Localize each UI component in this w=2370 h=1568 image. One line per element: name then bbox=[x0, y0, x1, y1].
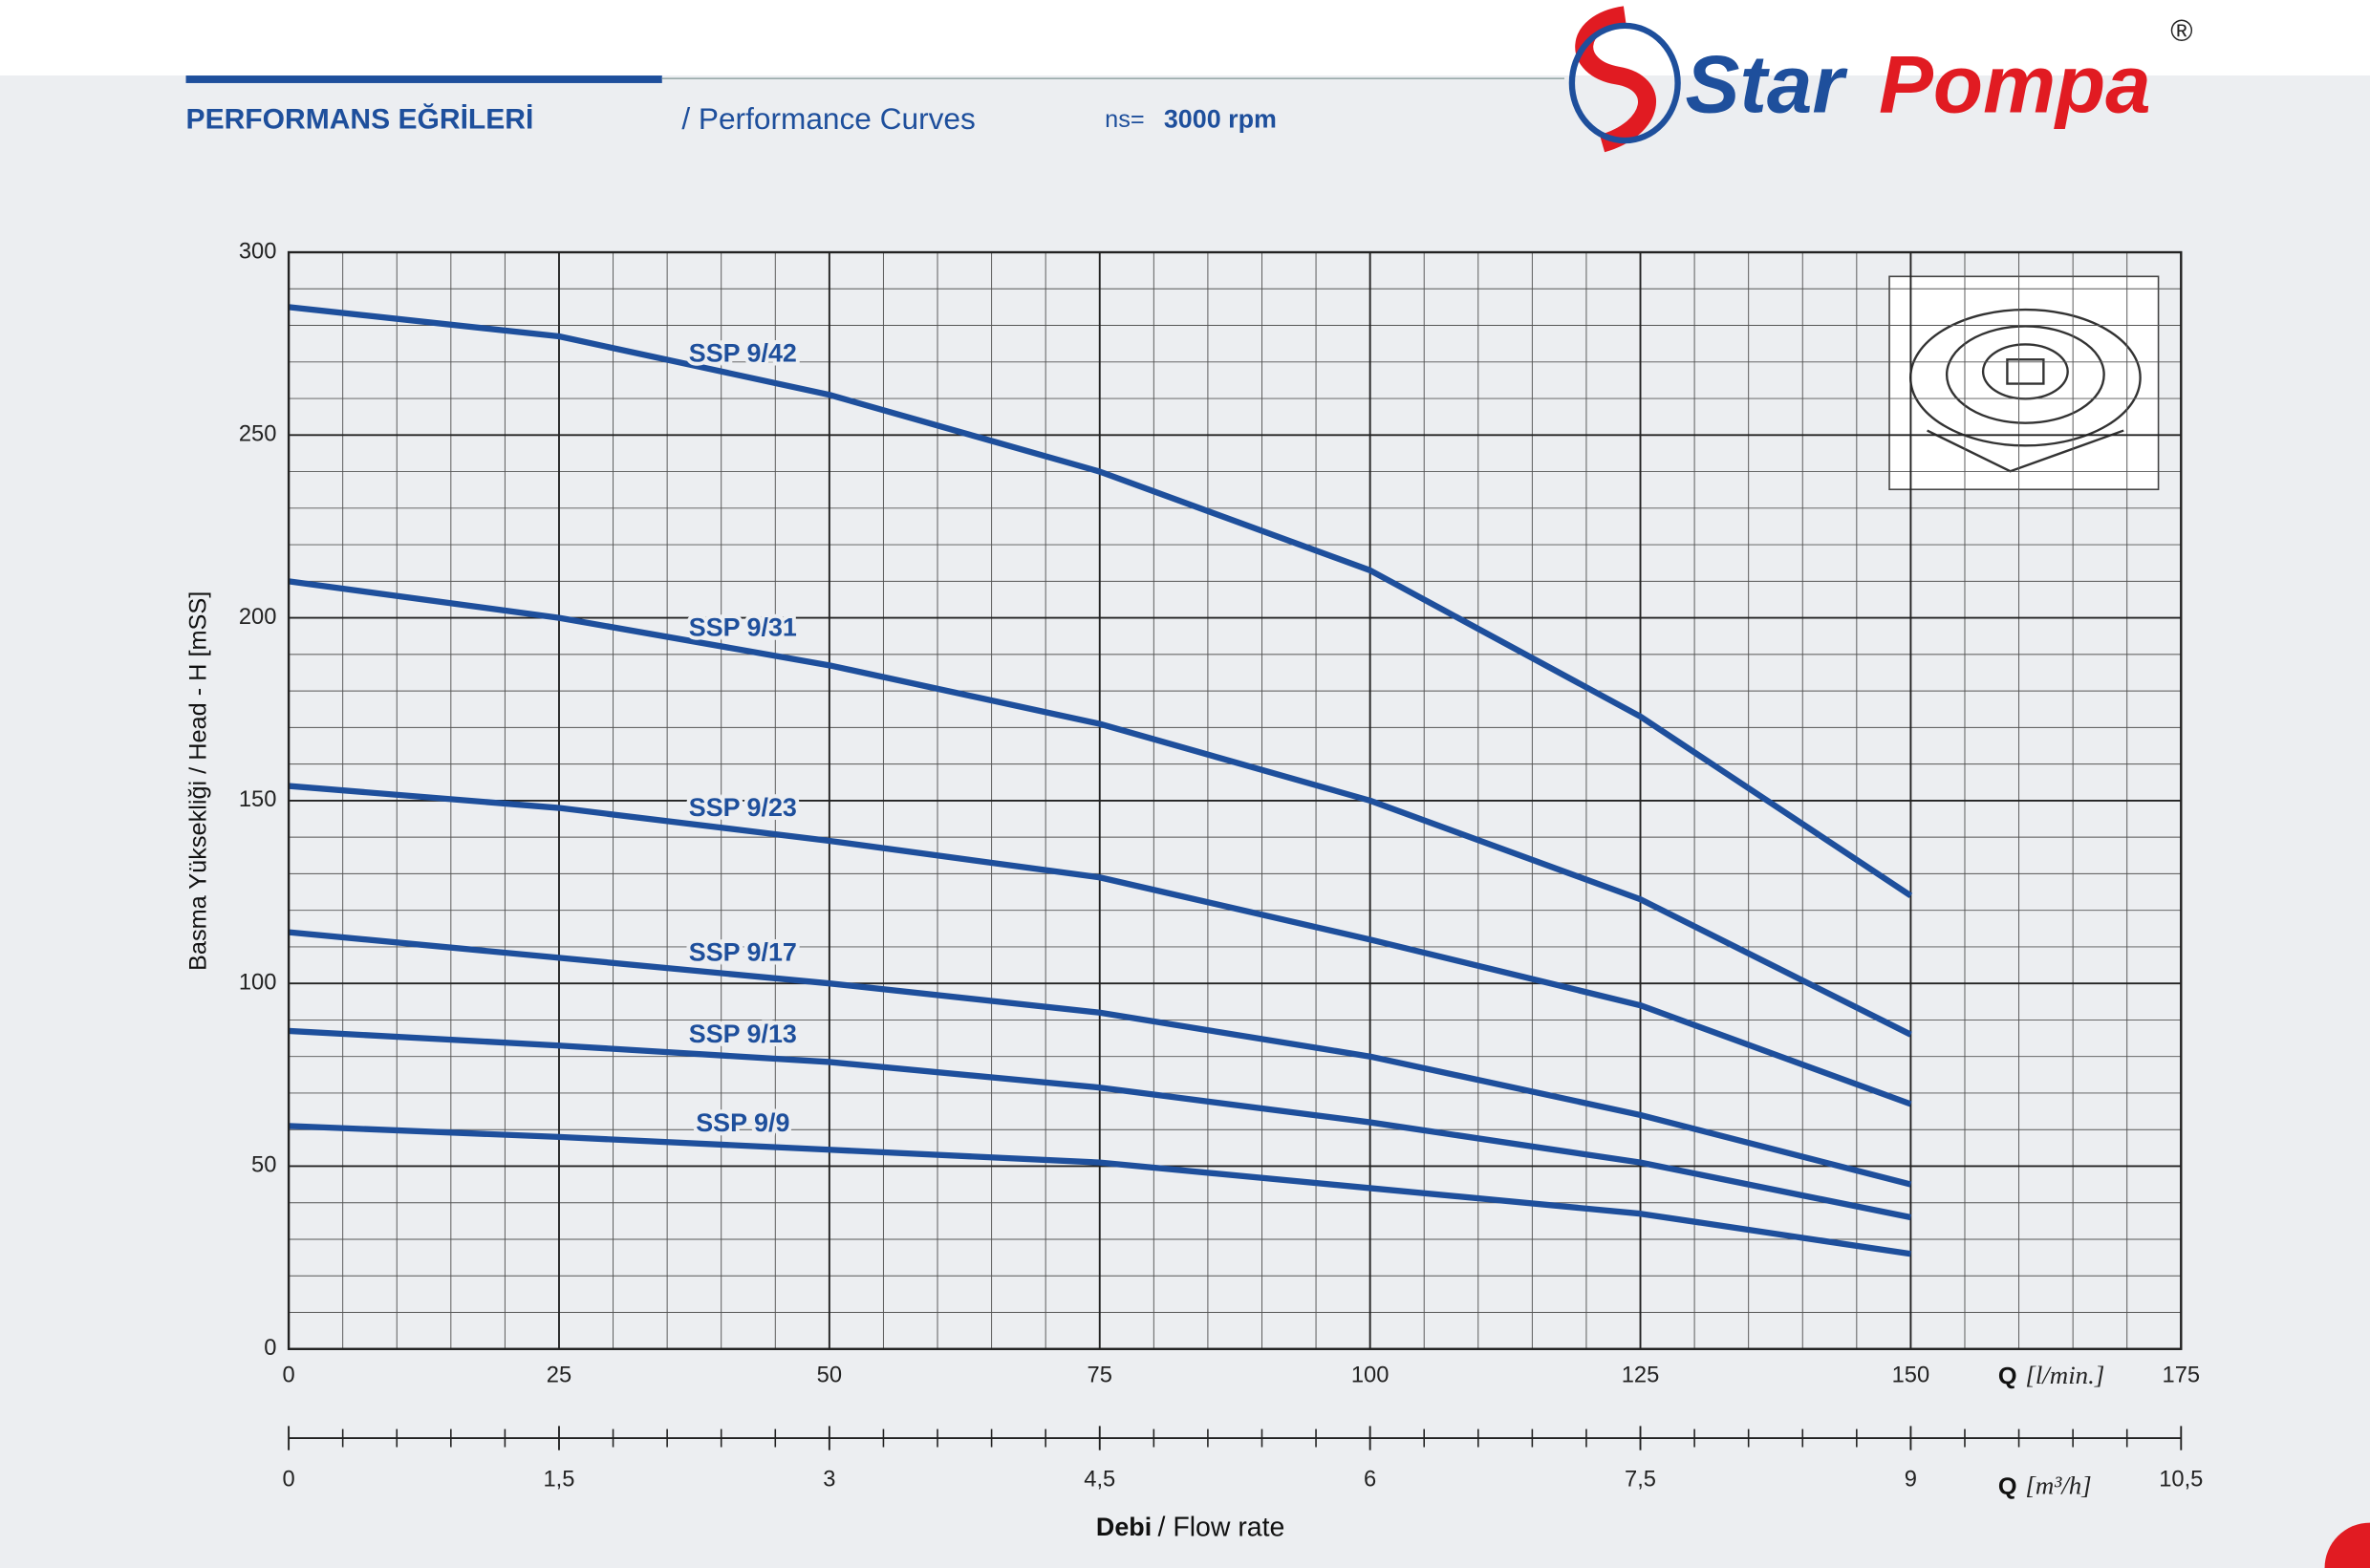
x2-tick-label: 0 bbox=[282, 1468, 294, 1493]
curve bbox=[288, 1027, 1912, 1221]
y-tick-label: 250 bbox=[239, 422, 277, 447]
top-band bbox=[0, 0, 2370, 76]
header-rule bbox=[185, 75, 662, 83]
curve bbox=[288, 578, 1912, 1038]
x-tick-label: 25 bbox=[547, 1363, 571, 1387]
y-tick-label: 300 bbox=[239, 239, 277, 264]
speed: 3000 rpm bbox=[1164, 105, 1277, 134]
impeller-bore bbox=[2006, 358, 2045, 385]
impeller-illustration bbox=[1888, 275, 2160, 491]
y-tick-label: 150 bbox=[239, 787, 277, 812]
logo-swirl bbox=[1575, 6, 1656, 153]
curve bbox=[288, 304, 1913, 898]
x-tick-label: 100 bbox=[1351, 1363, 1390, 1387]
x2-tick-label: 6 bbox=[1364, 1468, 1376, 1493]
curve bbox=[288, 929, 1912, 1188]
series-label: SSP 9/13 bbox=[689, 1020, 797, 1048]
footer-label-en: / Flow rate bbox=[1158, 1512, 1285, 1542]
footer-label-tr: Debi bbox=[1096, 1513, 1152, 1541]
x2-tick-label: 9 bbox=[1905, 1468, 1917, 1493]
plot-frame bbox=[287, 250, 2183, 1350]
speed-label: ns= bbox=[1105, 106, 1145, 133]
y-tick-label: 50 bbox=[251, 1153, 276, 1178]
logo-star: Star bbox=[1686, 39, 1849, 130]
curve bbox=[288, 783, 1912, 1107]
x2-axis-unit: [m³/h] bbox=[2025, 1471, 2091, 1499]
x-tick-label: 125 bbox=[1622, 1363, 1660, 1387]
logo-pompa: Pompa bbox=[1879, 39, 2151, 130]
series-label: SSP 9/9 bbox=[696, 1108, 789, 1137]
series-label: SSP 9/31 bbox=[689, 612, 797, 641]
y-tick-label: 100 bbox=[239, 970, 277, 995]
x-axis-unit: [l/min.] bbox=[2025, 1361, 2104, 1389]
x2-axis-symbol: Q bbox=[1998, 1473, 2017, 1500]
corner-dot bbox=[2324, 1522, 2370, 1568]
title-tr: PERFORMANS EĞRİLERİ bbox=[186, 102, 534, 135]
y-axis-label: Basma Yüksekliği / Head - H [mSS] bbox=[184, 591, 211, 971]
series-label: SSP 9/42 bbox=[689, 339, 797, 368]
y-tick-label: 200 bbox=[239, 605, 277, 630]
x-tick-label: 75 bbox=[1088, 1363, 1112, 1387]
x2-tick-label: 3 bbox=[823, 1468, 835, 1493]
logo-registered: ® bbox=[2170, 13, 2192, 48]
x-tick-label: 175 bbox=[2163, 1363, 2201, 1387]
series-label: SSP 9/23 bbox=[689, 793, 797, 822]
x2-tick-label: 1,5 bbox=[543, 1468, 574, 1493]
x-tick-label: 50 bbox=[817, 1363, 842, 1387]
x2-tick-label: 7,5 bbox=[1625, 1468, 1656, 1493]
series-label: SSP 9/17 bbox=[689, 938, 797, 967]
x2-tick-label: 4,5 bbox=[1084, 1468, 1115, 1493]
x-axis-symbol: Q bbox=[1998, 1363, 2017, 1389]
y-tick-label: 0 bbox=[264, 1336, 276, 1361]
x2-tick-label: 10,5 bbox=[2159, 1468, 2203, 1493]
x-tick-label: 150 bbox=[1892, 1363, 1930, 1387]
impeller-mid bbox=[1945, 325, 2105, 424]
curve bbox=[288, 1123, 1911, 1257]
x-tick-label: 0 bbox=[282, 1363, 294, 1387]
title-en: / Performance Curves bbox=[681, 101, 975, 136]
logo: Star Pompa ® bbox=[1568, 6, 2193, 153]
logo-ring bbox=[1568, 22, 1681, 144]
